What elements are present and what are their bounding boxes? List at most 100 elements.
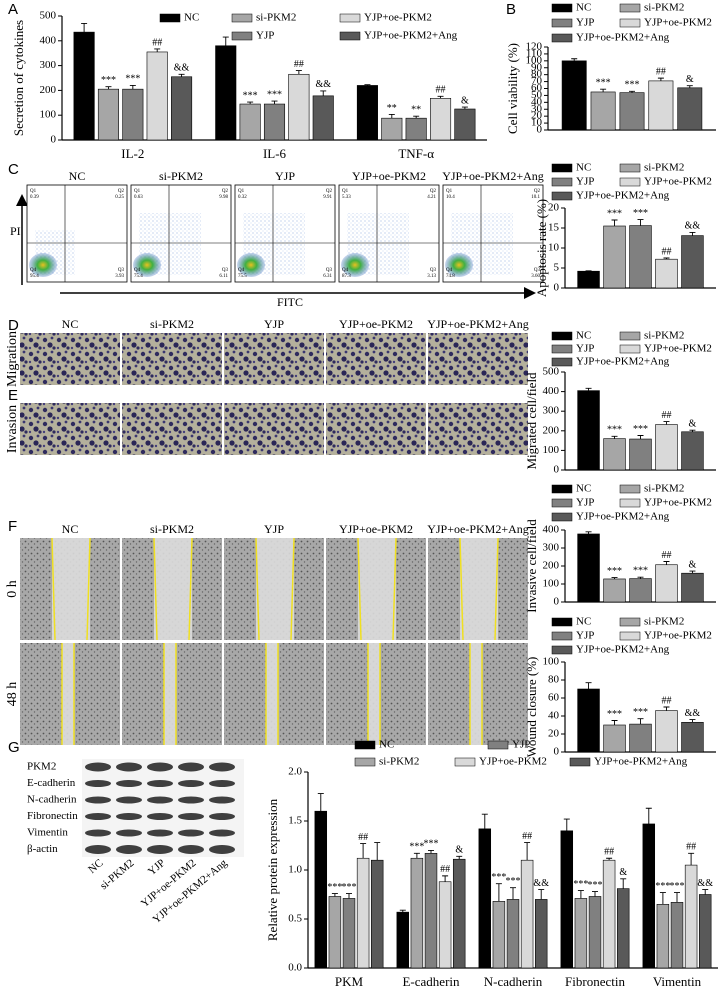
- significance-mark: ##: [604, 847, 614, 858]
- quadrant-value: 4.21: [427, 195, 436, 200]
- transwell-image: [224, 403, 324, 455]
- bar: [681, 721, 704, 753]
- wound-title: YJP: [264, 522, 284, 536]
- error-bar: [442, 875, 449, 882]
- error-bar: [611, 219, 618, 226]
- error-bar: [663, 421, 670, 425]
- legend-label: NC: [379, 739, 394, 751]
- y-tick-label: 100: [40, 109, 57, 121]
- bar: [619, 92, 645, 131]
- flow-density: [237, 253, 265, 277]
- y-tick-label: 20: [548, 728, 560, 740]
- bar: [452, 858, 466, 969]
- error-bar: [663, 706, 670, 711]
- bar: [655, 424, 678, 471]
- significance-mark: &&: [174, 63, 190, 74]
- row-label: Invasion: [5, 405, 20, 453]
- transwell-image: [20, 333, 120, 385]
- quadrant-value: 9.91: [323, 195, 332, 200]
- flow-title: YJP: [275, 169, 295, 183]
- error-bar: [364, 84, 371, 86]
- y-tick-label: 70: [531, 75, 543, 87]
- quadrant-value: 0.32: [238, 195, 247, 200]
- significance-mark: ***: [342, 882, 357, 893]
- bar: [642, 823, 656, 969]
- significance-mark: ***: [607, 566, 622, 577]
- error-bar: [663, 257, 670, 260]
- y-axis-label: Invasive cell/field: [524, 519, 539, 613]
- significance-mark: ***: [633, 565, 648, 576]
- blot-band: [85, 813, 111, 820]
- error-bar: [674, 892, 680, 903]
- y-tick-label: 80: [548, 674, 560, 686]
- bar: [590, 91, 616, 131]
- blot-band: [116, 762, 142, 772]
- flow-x-label: FITC: [277, 295, 303, 309]
- y-tick-label: 400: [40, 34, 57, 46]
- legend-label: NC: [576, 330, 591, 342]
- legend-swatch: [354, 740, 376, 750]
- transwell-title: NC: [62, 317, 79, 331]
- significance-mark: &: [461, 95, 469, 106]
- legend-label: YJP+oe-PKM2: [644, 497, 712, 509]
- legend-label: si-PKM2: [644, 2, 684, 14]
- bar: [681, 235, 704, 289]
- legend-swatch: [551, 344, 573, 354]
- x-tick-label: IL-6: [263, 146, 287, 161]
- bar: [328, 896, 342, 969]
- significance-mark: **: [411, 104, 421, 115]
- bar: [146, 51, 168, 141]
- quadrant-name: Q3: [118, 268, 125, 273]
- wound-edge: [459, 537, 464, 641]
- bar: [424, 853, 438, 969]
- error-bar: [645, 807, 652, 824]
- significance-mark: &: [455, 845, 463, 856]
- bar: [534, 899, 548, 969]
- legend-label: YJP+oe-PKM2+Ang: [576, 356, 670, 368]
- y-tick-label: 40: [531, 96, 543, 108]
- blot-band: [147, 829, 173, 837]
- bar: [574, 898, 588, 969]
- significance-mark: &: [686, 74, 694, 85]
- y-tick-label: 0: [554, 464, 560, 476]
- error-bar: [317, 793, 324, 812]
- x-tick-label: Vimentin: [653, 974, 702, 989]
- y-tick-label: 90: [531, 61, 543, 73]
- wound-gap: [256, 538, 294, 640]
- significance-mark: ***: [243, 90, 258, 101]
- y-tick-label: 2.0: [288, 766, 302, 778]
- bar: [588, 896, 602, 969]
- bar: [677, 87, 703, 131]
- quadrant-value: 10.1: [531, 195, 540, 200]
- flow-title: NC: [69, 169, 86, 183]
- y-tick-label: 0.5: [288, 913, 302, 925]
- wound-gap: [164, 643, 176, 745]
- quadrant-name: Q3: [430, 268, 437, 273]
- blot-band: [209, 796, 235, 804]
- blot-band: [178, 796, 204, 804]
- error-bar: [689, 719, 696, 723]
- legend-label: NC: [184, 12, 199, 24]
- quadrant-name: Q2: [326, 189, 333, 194]
- significance-mark: ##: [661, 550, 671, 561]
- legend-swatch: [569, 757, 591, 767]
- legend-swatch: [231, 13, 253, 23]
- y-tick-label: 5: [554, 262, 560, 274]
- error-bar: [461, 106, 468, 109]
- blot-band: [116, 796, 142, 804]
- bar: [603, 225, 626, 289]
- y-tick-label: 200: [543, 424, 560, 436]
- bar: [655, 564, 678, 603]
- legend-label: YJP+oe-PKM2: [479, 756, 547, 768]
- quadrant-value: 87.3: [342, 274, 351, 279]
- significance-mark: ***: [607, 425, 622, 436]
- wound-title: YJP+oe-PKM2: [339, 522, 413, 536]
- legend-swatch: [619, 631, 641, 641]
- panel-label: D: [8, 317, 19, 334]
- wound-edge: [86, 537, 91, 641]
- significance-mark: ##: [440, 864, 450, 875]
- y-tick-label: 500: [543, 366, 560, 378]
- significance-mark: ***: [633, 424, 648, 435]
- legend-swatch: [487, 740, 509, 750]
- legend-label: YJP: [576, 176, 594, 188]
